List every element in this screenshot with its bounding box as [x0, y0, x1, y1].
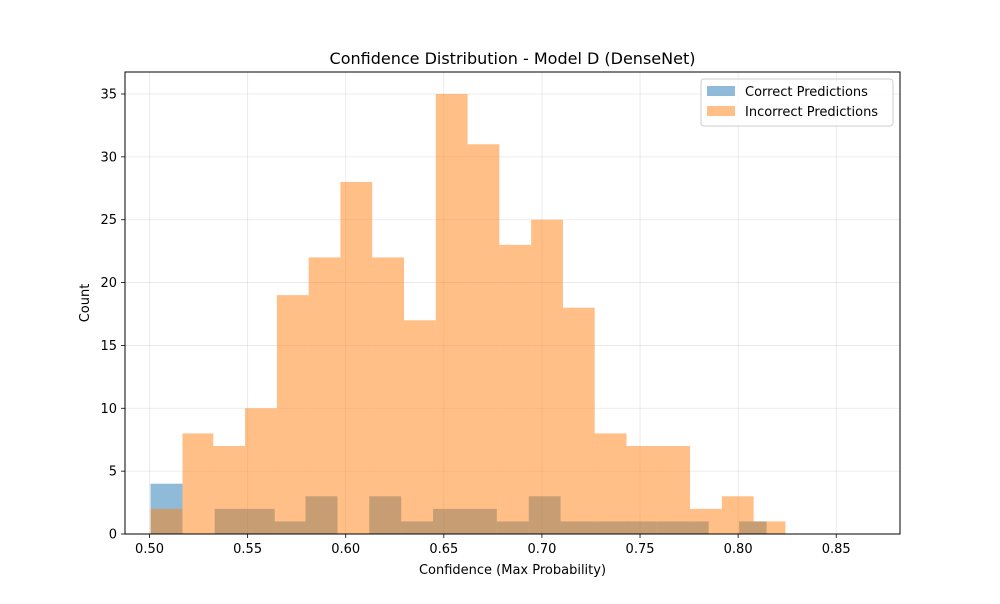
y-tick-label: 0 — [109, 528, 117, 543]
x-tick-label: 0.55 — [233, 542, 262, 557]
bar-incorrect — [690, 508, 722, 534]
y-tick-label: 20 — [100, 276, 117, 291]
x-tick-label: 0.85 — [822, 542, 851, 557]
bar-incorrect — [594, 433, 627, 534]
x-axis-label: Confidence (Max Probability) — [419, 563, 606, 578]
bar-incorrect — [435, 94, 468, 534]
x-tick-label: 0.80 — [724, 542, 753, 557]
x-tick-label: 0.60 — [331, 542, 360, 557]
bars-group — [150, 94, 786, 535]
bar-incorrect — [499, 244, 532, 534]
y-tick-label: 10 — [100, 402, 117, 417]
x-tick-label: 0.65 — [429, 542, 458, 557]
bar-incorrect — [753, 521, 786, 534]
bar-incorrect — [213, 446, 246, 534]
bar-incorrect — [562, 307, 595, 534]
bar-incorrect — [626, 446, 659, 534]
legend: Correct Predictions Incorrect Prediction… — [700, 78, 894, 127]
series-incorrect — [150, 94, 786, 535]
bar-incorrect — [404, 320, 436, 534]
bar-incorrect — [276, 295, 309, 534]
x-tick-label: 0.50 — [135, 542, 164, 557]
y-tick-label: 30 — [100, 150, 117, 165]
y-tick-label: 15 — [100, 339, 117, 354]
bar-incorrect — [340, 182, 373, 534]
y-tick-label: 35 — [100, 88, 117, 103]
bar-incorrect — [182, 433, 214, 534]
legend-label-incorrect: Incorrect Predictions — [745, 105, 878, 120]
bar-incorrect — [308, 257, 341, 534]
legend-box — [700, 78, 894, 127]
bar-incorrect — [245, 408, 277, 534]
y-tick-label: 5 — [109, 465, 117, 480]
y-axis-label: Count — [78, 284, 93, 323]
bar-incorrect — [658, 446, 691, 534]
x-tick-label: 0.70 — [527, 542, 556, 557]
bar-incorrect — [721, 496, 754, 534]
bar-incorrect — [372, 257, 404, 534]
legend-swatch-correct — [707, 86, 735, 96]
plot-frame — [124, 71, 901, 535]
chart-title: Confidence Distribution - Model D (Dense… — [330, 49, 696, 68]
bar-incorrect — [150, 508, 183, 534]
legend-label-correct: Correct Predictions — [745, 85, 868, 100]
x-tick-label: 0.75 — [626, 542, 655, 557]
bar-incorrect — [467, 144, 500, 535]
legend-swatch-incorrect — [707, 106, 735, 116]
y-tick-label: 25 — [100, 213, 117, 228]
axis-ticks: 0.50 0.55 0.60 0.65 0.70 0.75 0.80 0.85 0 5 10 15 20… — [100, 88, 850, 558]
bar-incorrect — [531, 219, 563, 534]
